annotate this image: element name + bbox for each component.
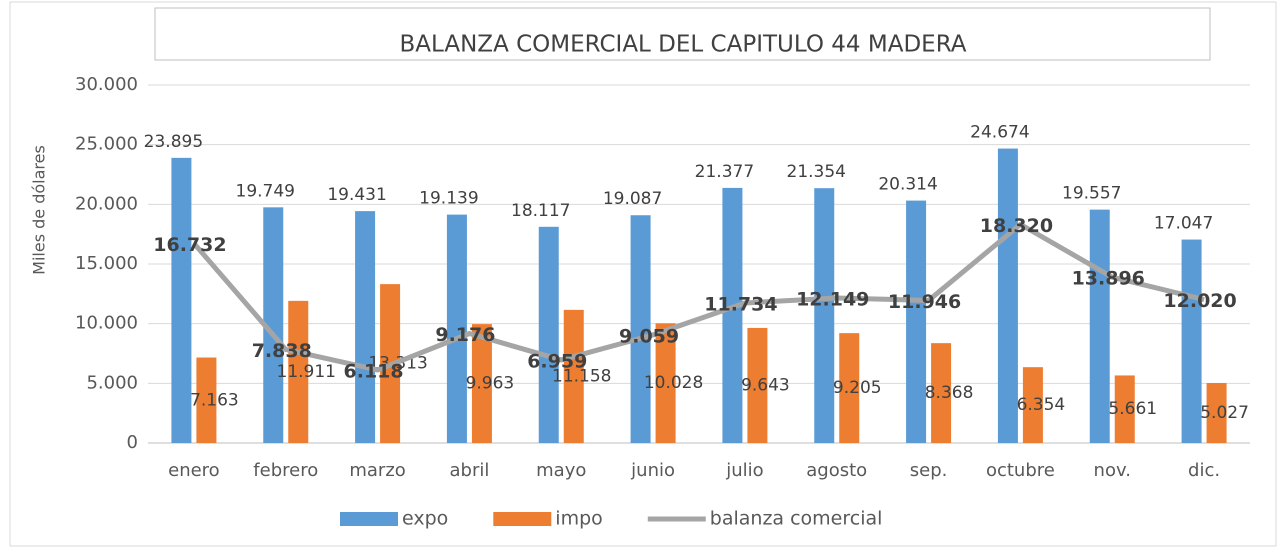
data-label: 13.896	[1072, 268, 1145, 290]
bar	[171, 157, 192, 443]
bar	[1181, 239, 1202, 443]
data-label: 24.674	[970, 123, 1029, 143]
data-label: 9.176	[435, 324, 495, 346]
data-label: 19.431	[327, 185, 386, 205]
bar	[1022, 367, 1043, 443]
x-tick-label: marzo	[349, 460, 405, 481]
y-tick-label: 0	[127, 432, 138, 453]
bar	[722, 187, 743, 443]
bar	[630, 215, 651, 443]
data-label: 12.020	[1163, 290, 1236, 312]
legend-swatch	[340, 512, 398, 526]
x-tick-label: agosto	[806, 460, 867, 481]
bar	[747, 327, 768, 443]
data-label: 16.732	[153, 234, 226, 256]
data-label: 7.838	[252, 340, 312, 362]
bar	[931, 343, 952, 443]
legend-label: balanza comercial	[710, 508, 883, 530]
legend-label: impo	[555, 508, 602, 530]
data-label: 5.661	[1108, 399, 1157, 419]
bar	[446, 214, 467, 443]
x-tick-label: febrero	[253, 460, 318, 481]
data-label: 8.368	[925, 383, 974, 403]
bar	[1206, 383, 1227, 443]
data-label: 19.749	[236, 181, 295, 201]
data-label: 10.028	[644, 373, 703, 393]
y-tick-label: 20.000	[75, 193, 138, 214]
data-label: 6.959	[527, 350, 587, 372]
data-label: 18.117	[511, 201, 570, 221]
y-tick-label: 30.000	[75, 74, 138, 95]
bar	[906, 200, 927, 443]
bar	[655, 323, 676, 443]
data-label: 11.158	[552, 366, 611, 386]
legend-label: expo	[402, 508, 448, 530]
x-tick-label: octubre	[986, 460, 1055, 481]
y-tick-label: 15.000	[75, 253, 138, 274]
bar	[1114, 375, 1135, 443]
x-tick-label: mayo	[536, 460, 586, 481]
data-label: 7.163	[190, 390, 239, 410]
data-label: 9.963	[466, 374, 515, 394]
data-label: 5.027	[1200, 403, 1249, 423]
bar	[814, 188, 835, 443]
bar	[471, 324, 492, 443]
bar	[839, 333, 860, 443]
data-label: 20.314	[878, 175, 937, 195]
data-label: 6.118	[344, 360, 404, 382]
chart-border	[9, 1, 1277, 547]
data-label: 11.911	[277, 362, 336, 382]
bar	[355, 211, 376, 443]
x-tick-label: nov.	[1094, 460, 1131, 481]
data-label: 23.895	[144, 132, 203, 152]
bar	[288, 300, 309, 443]
data-label: 19.139	[419, 189, 478, 209]
x-tick-label: dic.	[1188, 460, 1220, 481]
x-tick-label: junio	[630, 460, 675, 481]
title-box	[154, 7, 1211, 61]
data-label: 11.734	[704, 293, 777, 315]
data-label: 6.354	[1017, 395, 1066, 415]
bar	[1089, 209, 1110, 443]
y-tick-label: 25.000	[75, 134, 138, 155]
data-label: 9.205	[833, 378, 882, 398]
bar	[538, 226, 559, 443]
x-tick-label: julio	[725, 460, 763, 481]
bar	[263, 207, 284, 443]
bar	[563, 309, 584, 443]
data-label: 18.320	[980, 215, 1053, 237]
bar	[997, 148, 1018, 443]
y-tick-label: 10.000	[75, 313, 138, 334]
data-label: 9.059	[619, 325, 679, 347]
line	[192, 221, 1205, 373]
x-tick-label: abril	[449, 460, 489, 481]
data-label: 21.354	[787, 162, 846, 182]
legend-swatch	[493, 512, 552, 526]
x-tick-label: sep.	[910, 460, 948, 481]
data-label: 12.149	[796, 289, 869, 311]
y-axis-label: Miles de dólares	[30, 145, 49, 275]
data-label: 17.047	[1154, 214, 1213, 234]
x-tick-label: enero	[168, 460, 220, 481]
data-label: 9.643	[741, 375, 790, 395]
data-label: 21.377	[695, 162, 754, 182]
y-tick-label: 5.000	[86, 372, 138, 393]
data-label: 19.557	[1062, 184, 1121, 204]
chart-title: BALANZA COMERCIAL DEL CAPITULO 44 MADERA	[400, 32, 967, 58]
data-label: 11.946	[888, 291, 961, 313]
bar	[196, 357, 217, 443]
data-label: 19.087	[603, 189, 662, 209]
